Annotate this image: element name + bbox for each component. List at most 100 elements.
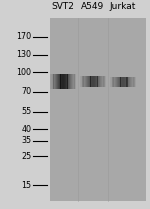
Bar: [93, 76, 94, 87]
Text: 15: 15: [21, 181, 32, 190]
Bar: [134, 76, 135, 87]
Text: A549: A549: [81, 2, 105, 11]
Bar: [99, 76, 100, 87]
Bar: [66, 74, 67, 89]
Bar: [133, 76, 134, 87]
Bar: [115, 76, 116, 87]
Text: 170: 170: [16, 32, 32, 42]
Bar: [130, 76, 131, 87]
Bar: [55, 74, 56, 89]
Bar: [85, 76, 86, 87]
Bar: [83, 76, 84, 87]
Bar: [88, 76, 89, 87]
Bar: [65, 74, 66, 89]
Bar: [132, 76, 133, 87]
Bar: [110, 76, 111, 87]
Text: 55: 55: [21, 107, 32, 116]
Text: 35: 35: [21, 136, 32, 145]
Bar: [104, 76, 105, 87]
Bar: [86, 76, 87, 87]
Text: 25: 25: [21, 152, 32, 161]
Bar: [89, 76, 90, 87]
Bar: [68, 74, 69, 89]
Text: SVT2: SVT2: [52, 2, 74, 11]
Bar: [51, 74, 52, 89]
Bar: [102, 76, 103, 87]
Bar: [105, 76, 106, 87]
Bar: [57, 74, 58, 89]
Bar: [56, 74, 57, 89]
Bar: [60, 74, 61, 89]
Bar: [100, 76, 101, 87]
Text: 130: 130: [16, 50, 32, 59]
Bar: [91, 76, 92, 87]
Bar: [96, 76, 97, 87]
Bar: [95, 76, 96, 87]
Bar: [117, 76, 118, 87]
Bar: [94, 76, 95, 87]
Text: 40: 40: [21, 125, 32, 134]
Bar: [60, 74, 61, 89]
Bar: [101, 76, 102, 87]
Bar: [54, 74, 55, 89]
Bar: [122, 76, 123, 87]
Bar: [52, 74, 54, 89]
Bar: [98, 76, 99, 87]
Bar: [90, 76, 91, 87]
Bar: [61, 74, 62, 89]
Bar: [103, 76, 105, 87]
Bar: [116, 76, 117, 87]
Bar: [84, 76, 85, 87]
Bar: [120, 76, 121, 87]
Bar: [87, 76, 88, 87]
Bar: [64, 74, 65, 89]
Bar: [112, 76, 114, 87]
Bar: [69, 74, 70, 89]
Bar: [118, 76, 119, 87]
Bar: [121, 76, 122, 87]
Bar: [58, 74, 59, 89]
Bar: [135, 76, 136, 87]
Bar: [82, 76, 84, 87]
Bar: [50, 74, 51, 89]
Bar: [97, 76, 98, 87]
Bar: [71, 74, 72, 89]
Bar: [127, 76, 128, 87]
Bar: [72, 74, 73, 89]
Bar: [111, 76, 112, 87]
Bar: [134, 76, 135, 87]
Bar: [113, 76, 114, 87]
Bar: [96, 76, 98, 87]
Bar: [123, 76, 124, 87]
Bar: [125, 76, 126, 87]
Bar: [81, 76, 82, 87]
FancyBboxPatch shape: [50, 18, 146, 201]
Bar: [126, 76, 127, 87]
Bar: [119, 76, 120, 87]
Bar: [124, 76, 125, 87]
Bar: [62, 74, 63, 89]
Bar: [126, 76, 127, 87]
Bar: [82, 76, 83, 87]
Bar: [53, 74, 54, 89]
Bar: [114, 76, 115, 87]
Bar: [74, 74, 75, 89]
Bar: [67, 74, 68, 89]
Text: Jurkat: Jurkat: [110, 2, 136, 11]
Bar: [75, 74, 76, 89]
Text: 100: 100: [16, 68, 32, 77]
Bar: [90, 76, 91, 87]
Bar: [128, 76, 129, 87]
Bar: [73, 74, 74, 89]
Bar: [52, 74, 53, 89]
Bar: [66, 74, 68, 89]
Bar: [103, 76, 104, 87]
Bar: [74, 74, 75, 89]
Bar: [120, 76, 121, 87]
Bar: [131, 76, 132, 87]
Bar: [80, 76, 81, 87]
Bar: [63, 74, 64, 89]
Text: 70: 70: [21, 87, 32, 96]
Bar: [70, 74, 71, 89]
Bar: [92, 76, 93, 87]
